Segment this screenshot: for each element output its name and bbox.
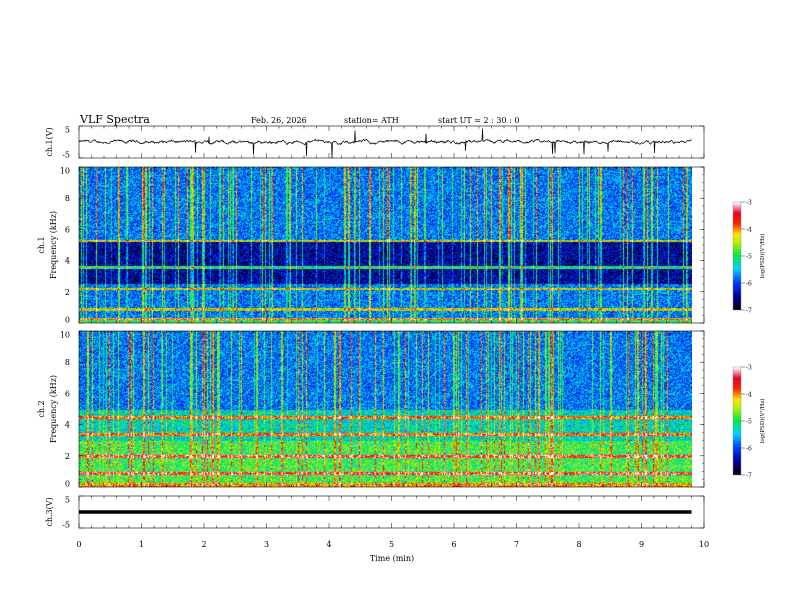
station-label: station= ATH <box>344 116 399 125</box>
colorbar-tick-label: -4 <box>746 392 752 399</box>
y-axis-label: ch.3(V) <box>45 497 54 526</box>
y-tick-label: 4 <box>65 421 70 430</box>
y-tick-label: 0 <box>65 316 70 325</box>
x-tick-label: 9 <box>639 540 644 549</box>
x-tick-label: 1 <box>139 540 144 549</box>
y-tick-label: 0 <box>65 480 70 489</box>
y-tick-label: 8 <box>65 358 70 367</box>
colorbar-label: log(PSD)(V²/Hz) <box>759 234 766 279</box>
y-tick-label: 5 <box>65 126 70 135</box>
x-tick-label: 10 <box>699 540 709 549</box>
y-axis-label: Frequency (kHz) <box>49 375 58 443</box>
colorbar-tick-label: -7 <box>746 473 752 480</box>
y-tick-label: 10 <box>60 167 70 176</box>
colorbar-tick-label: -6 <box>746 281 752 288</box>
ch2-colorbar <box>733 367 741 475</box>
x-tick-label: 0 <box>76 540 81 549</box>
y-tick-label: 2 <box>65 452 70 461</box>
y-tick-label: -5 <box>62 151 70 160</box>
x-tick-label: 6 <box>451 540 456 549</box>
y-axis-label: Frequency (kHz) <box>49 211 58 279</box>
y-axis-label: ch.1(V) <box>45 127 54 156</box>
colorbar-tick-label: -4 <box>746 227 752 234</box>
x-axis-title: Time (min) <box>370 554 414 563</box>
ch1-colorbar <box>733 202 741 310</box>
ch2-spectrogram-image <box>79 331 692 487</box>
start-ut-label: start UT = 2 : 30 : 0 <box>438 116 519 125</box>
y-tick-label: 5 <box>65 496 70 505</box>
colorbar-label: log(PSD)(V²/Hz) <box>759 399 766 444</box>
figure-title: VLF Spectra <box>79 113 150 126</box>
colorbar-tick-label: -5 <box>746 419 752 426</box>
colorbar-tick-label: -6 <box>746 446 752 453</box>
x-tick-label: 4 <box>326 540 331 549</box>
y-axis-label: ch.2 <box>37 400 46 417</box>
x-tick-label: 5 <box>389 540 394 549</box>
ch1-waveform-trace <box>78 128 692 159</box>
colorbar-frame <box>732 366 742 476</box>
y-tick-label: 4 <box>65 257 70 266</box>
x-tick-label: 8 <box>576 540 581 549</box>
y-tick-label: 6 <box>65 225 70 234</box>
ch1-spectrogram-image <box>79 167 692 323</box>
x-tick-label: 3 <box>264 540 269 549</box>
y-tick-label: 10 <box>60 331 70 340</box>
ch1-spectrogram-frame <box>78 166 705 324</box>
y-tick-label: 2 <box>65 288 70 297</box>
y-tick-label: -5 <box>62 521 70 530</box>
colorbar-tick-label: -3 <box>746 365 752 372</box>
colorbar-frame <box>732 201 742 311</box>
colorbar-tick-label: -7 <box>746 308 752 315</box>
date-label: Feb. 26, 2026 <box>251 116 307 125</box>
x-tick-label: 2 <box>201 540 206 549</box>
y-tick-label: 6 <box>65 389 70 398</box>
colorbar-tick-label: -5 <box>746 254 752 261</box>
colorbar-tick-label: -3 <box>746 200 752 207</box>
y-axis-label: ch.1 <box>37 236 46 253</box>
y-tick-label: 8 <box>65 194 70 203</box>
ch2-spectrogram-frame <box>78 330 705 488</box>
x-tick-label: 7 <box>514 540 519 549</box>
